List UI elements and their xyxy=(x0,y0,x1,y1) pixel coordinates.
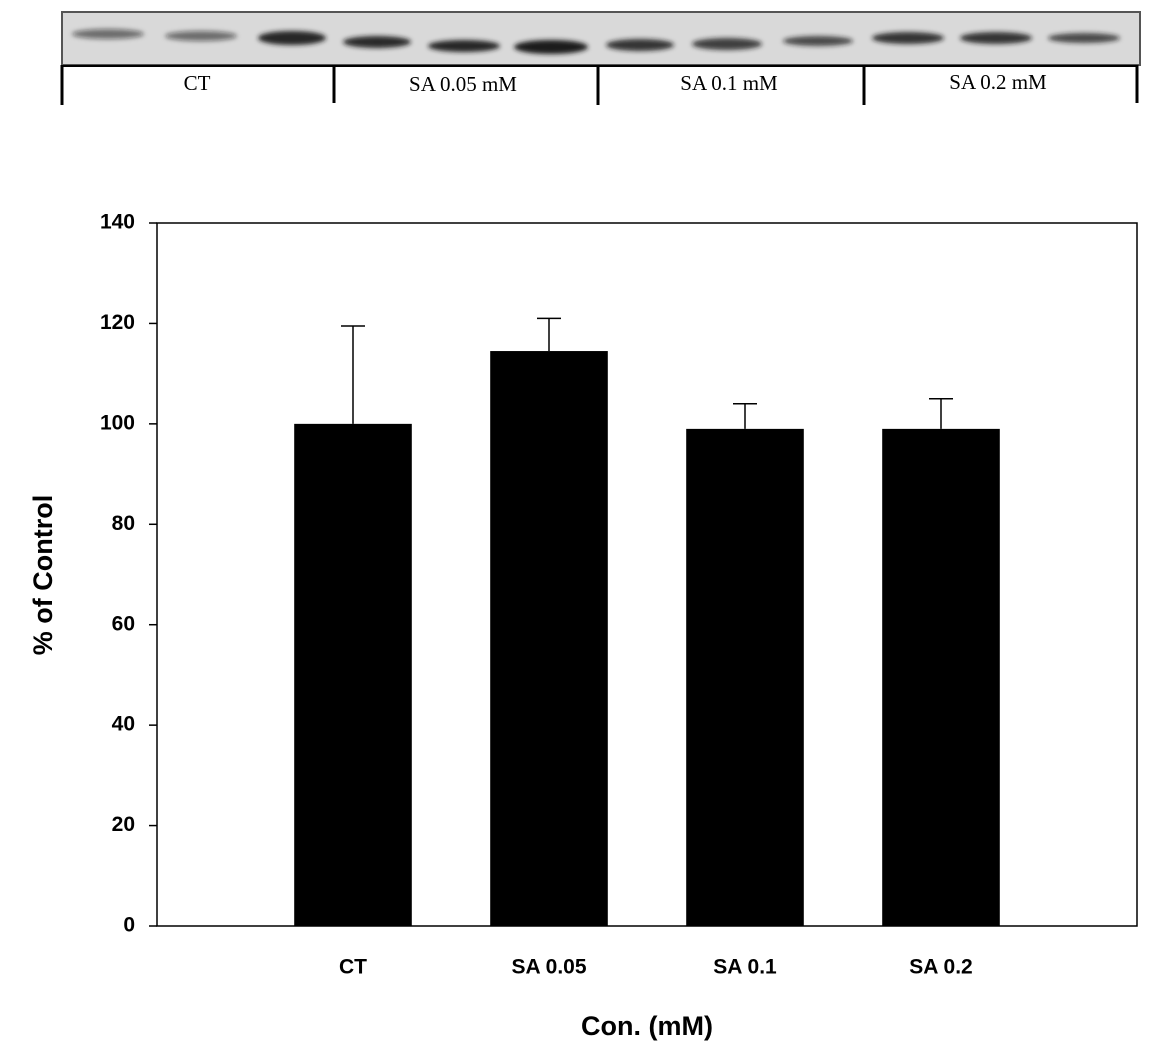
bar xyxy=(294,423,412,926)
blot-bands xyxy=(72,29,1120,54)
y-tick-label: 120 xyxy=(100,311,135,334)
error-bar xyxy=(537,317,561,352)
y-tick-label: 140 xyxy=(100,211,135,234)
western-blot: CT SA 0.05 mM SA 0.1 mM SA 0.2 mM xyxy=(60,11,1141,105)
lane-label: SA 0.1 mM xyxy=(680,71,778,95)
chart: Con. (mM) % of Control 0 20 40 60 80 100 120 14… xyxy=(28,211,1138,1041)
lane-label: SA 0.2 mM xyxy=(949,70,1047,94)
lane-dividers xyxy=(60,65,1139,105)
y-tick-label: 0 xyxy=(123,914,135,937)
y-tick-label: 100 xyxy=(100,411,135,434)
x-tick-label: SA 0.1 xyxy=(713,956,777,979)
y-tick-label: 20 xyxy=(112,813,135,836)
y-tick-label: 40 xyxy=(112,713,135,736)
bar xyxy=(686,428,804,926)
x-axis-label: Con. (mM) xyxy=(581,1011,713,1041)
x-tick-label: CT xyxy=(339,956,367,979)
error-bar xyxy=(733,403,757,429)
x-tick-label: SA 0.2 xyxy=(909,956,972,979)
y-tick-label: 80 xyxy=(112,512,135,535)
bar xyxy=(882,428,1000,926)
y-tick-label: 60 xyxy=(112,612,135,635)
lane-label: CT xyxy=(184,71,211,95)
y-axis-label: % of Control xyxy=(28,495,58,655)
error-bar xyxy=(929,398,953,429)
error-bar xyxy=(341,325,365,424)
plot-frame xyxy=(156,222,1138,927)
bar xyxy=(490,351,608,927)
x-tick-label: SA 0.05 xyxy=(511,956,586,979)
lane-label: SA 0.05 mM xyxy=(409,72,517,96)
